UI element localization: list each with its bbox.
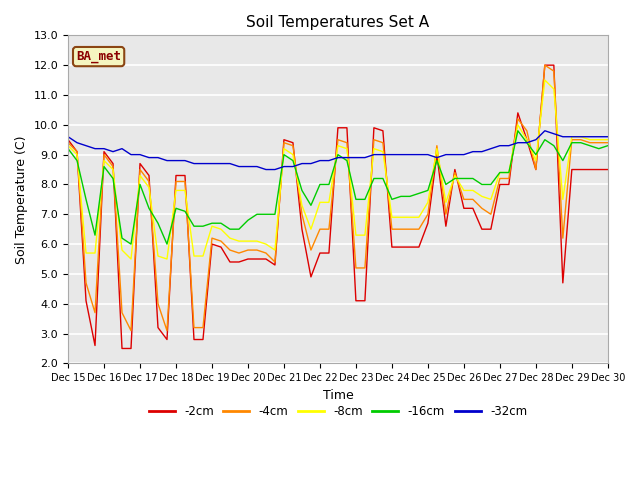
- X-axis label: Time: Time: [323, 389, 353, 402]
- Legend: -2cm, -4cm, -8cm, -16cm, -32cm: -2cm, -4cm, -8cm, -16cm, -32cm: [144, 401, 532, 423]
- Title: Soil Temperatures Set A: Soil Temperatures Set A: [246, 15, 429, 30]
- Text: BA_met: BA_met: [76, 50, 121, 63]
- Y-axis label: Soil Temperature (C): Soil Temperature (C): [15, 135, 28, 264]
